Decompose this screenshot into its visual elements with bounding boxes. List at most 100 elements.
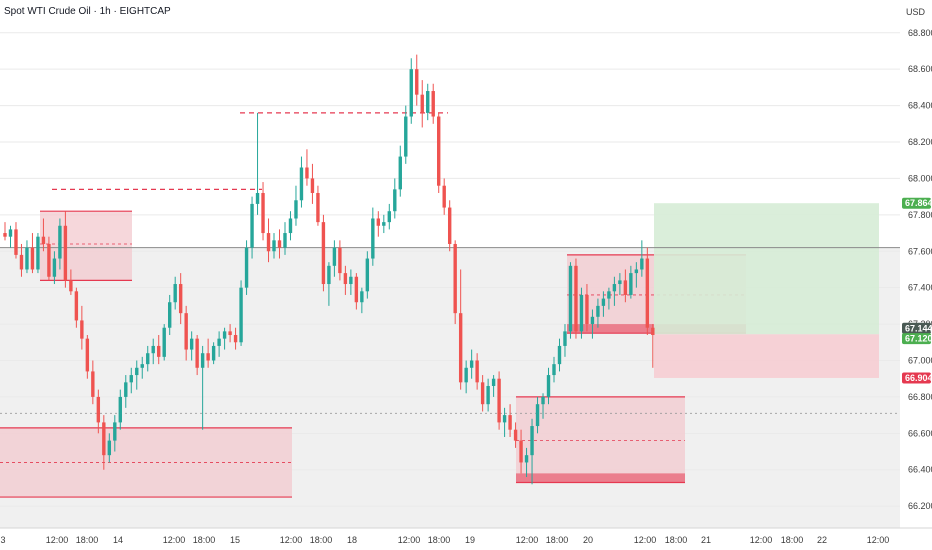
candle-body[interactable] [124, 382, 128, 397]
candle-body[interactable] [486, 385, 490, 405]
candle-body[interactable] [371, 218, 375, 259]
time-axis[interactable] [0, 528, 900, 550]
candle-body[interactable] [574, 265, 578, 332]
candle-body[interactable] [162, 327, 166, 357]
candle-body[interactable] [184, 313, 188, 350]
candle-body[interactable] [607, 291, 611, 299]
candle-body[interactable] [129, 375, 133, 383]
candle-body[interactable] [557, 345, 562, 365]
candle-body[interactable] [393, 189, 397, 212]
candle-body[interactable] [519, 440, 523, 463]
candle-body[interactable] [480, 382, 485, 405]
candle-body[interactable] [640, 258, 644, 270]
candle-body[interactable] [563, 331, 567, 346]
candle-body[interactable] [107, 440, 112, 456]
candle-body[interactable] [47, 243, 51, 277]
candle-body[interactable] [475, 360, 479, 383]
candle-body[interactable] [645, 258, 650, 328]
candle-body[interactable] [8, 229, 13, 237]
candle-body[interactable] [376, 218, 381, 226]
candles-layer[interactable] [3, 54, 655, 485]
candle-body[interactable] [135, 367, 139, 376]
candle-body[interactable] [431, 91, 435, 117]
candle-body[interactable] [332, 247, 337, 266]
candle-body[interactable] [228, 331, 232, 336]
candle-body[interactable] [409, 69, 413, 117]
candle-body[interactable] [25, 247, 29, 270]
candle-body[interactable] [168, 302, 172, 328]
candle-body[interactable] [189, 338, 194, 350]
candle-body[interactable] [552, 364, 556, 376]
candle-body[interactable] [283, 233, 287, 248]
candle-body[interactable] [568, 265, 573, 332]
candle-body[interactable] [447, 207, 452, 244]
price-axis[interactable] [900, 0, 932, 528]
candle-body[interactable] [96, 396, 101, 423]
candle-body[interactable] [58, 225, 62, 259]
candle-body[interactable] [102, 422, 106, 456]
candle-body[interactable] [349, 276, 353, 285]
candle-body[interactable] [535, 404, 540, 427]
candle-body[interactable] [30, 247, 35, 270]
candle-body[interactable] [453, 243, 457, 314]
candle-body[interactable] [310, 178, 315, 193]
candle-body[interactable] [601, 298, 606, 306]
candle-body[interactable] [585, 294, 589, 325]
candle-body[interactable] [634, 269, 639, 274]
candle-body[interactable] [113, 422, 117, 441]
candle-body[interactable] [651, 327, 655, 336]
candle-body[interactable] [629, 273, 633, 295]
candle-body[interactable] [19, 254, 24, 270]
candle-body[interactable] [524, 455, 529, 463]
candle-body[interactable] [404, 116, 408, 157]
candle-body[interactable] [140, 364, 144, 368]
candle-body[interactable] [464, 367, 468, 383]
candle-body[interactable] [612, 284, 617, 292]
candle-body[interactable] [52, 258, 57, 277]
candle-body[interactable] [146, 353, 150, 365]
candle-body[interactable] [294, 200, 298, 219]
candle-body[interactable] [442, 185, 446, 208]
candle-body[interactable] [437, 116, 441, 186]
candle-body[interactable] [365, 258, 370, 292]
candle-body[interactable] [233, 335, 238, 343]
candle-body[interactable] [272, 240, 276, 252]
candle-body[interactable] [91, 371, 95, 397]
candle-body[interactable] [173, 284, 177, 303]
candle-body[interactable] [222, 331, 227, 339]
candle-body[interactable] [360, 291, 364, 303]
candle-body[interactable] [244, 247, 249, 288]
candle-body[interactable] [387, 211, 391, 223]
candle-body[interactable] [415, 69, 419, 95]
candle-body[interactable] [579, 294, 584, 332]
candle-body[interactable] [85, 338, 90, 372]
candle-body[interactable] [277, 240, 282, 248]
candle-body[interactable] [250, 203, 254, 248]
candle-body[interactable] [623, 280, 628, 295]
candle-body[interactable] [63, 225, 68, 281]
candle-body[interactable] [288, 218, 293, 234]
candle-body[interactable] [530, 426, 534, 456]
candle-body[interactable] [590, 316, 595, 325]
candle-body[interactable] [321, 222, 326, 285]
candle-body[interactable] [69, 280, 73, 292]
candle-body[interactable] [74, 291, 79, 321]
candle-body[interactable] [343, 273, 348, 285]
candle-body[interactable] [426, 91, 430, 113]
candle-body[interactable] [266, 233, 271, 252]
candle-body[interactable] [3, 233, 7, 237]
candle-body[interactable] [239, 287, 243, 343]
candle-body[interactable] [206, 353, 210, 361]
candle-body[interactable] [178, 284, 183, 314]
candle-body[interactable] [118, 396, 122, 423]
candle-body[interactable] [36, 236, 40, 270]
candle-body[interactable] [469, 360, 474, 368]
candle-body[interactable] [458, 313, 463, 383]
candle-body[interactable] [491, 378, 496, 386]
candle-body[interactable] [316, 192, 320, 223]
candle-body[interactable] [546, 375, 551, 397]
candle-body[interactable] [80, 320, 84, 339]
candle-body[interactable] [200, 353, 205, 368]
